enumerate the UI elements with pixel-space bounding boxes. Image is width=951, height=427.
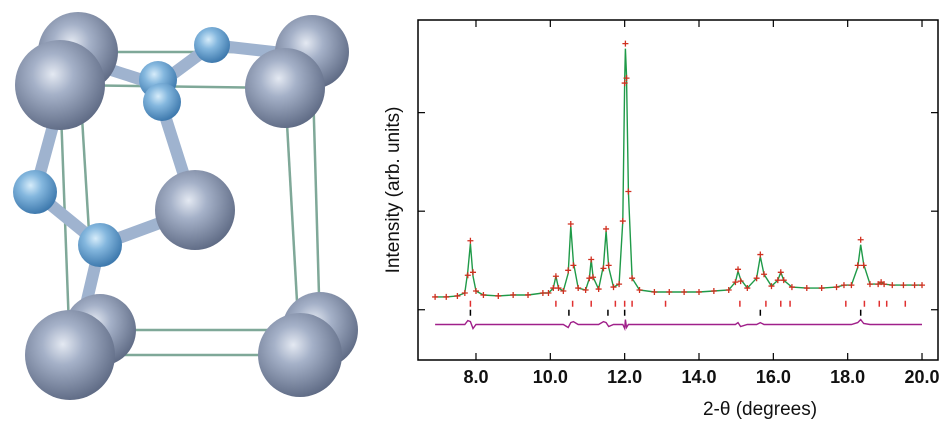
- x-tick-label: 14.0: [681, 367, 716, 387]
- observed-point: [623, 75, 630, 82]
- x-tick-label: 20.0: [904, 367, 939, 387]
- plot-frame: [417, 19, 939, 361]
- observed-point: [889, 282, 896, 289]
- observed-point: [900, 282, 907, 289]
- observed-point: [586, 275, 593, 282]
- observed-point: [467, 237, 474, 244]
- observed-point: [866, 281, 873, 288]
- observed-point: [761, 271, 768, 278]
- observed-point: [848, 282, 855, 289]
- y-axis-label: Intensity (arb. units): [383, 107, 404, 274]
- observed-point: [857, 236, 864, 243]
- x-tick-label: 18.0: [830, 367, 865, 387]
- observed-point: [552, 273, 559, 280]
- observed-point: [495, 292, 502, 299]
- observed-point: [575, 285, 582, 292]
- x-tick-label: 12.0: [607, 367, 642, 387]
- observed-point: [777, 269, 784, 276]
- observed-point: [480, 291, 487, 298]
- observed-point: [854, 262, 861, 269]
- observed-point: [616, 281, 623, 288]
- observed-point: [636, 287, 643, 294]
- observed-point: [681, 289, 688, 295]
- observed-point: [788, 284, 795, 291]
- observed-point: [735, 266, 742, 273]
- observed-point: [470, 269, 477, 276]
- observed-point: [432, 293, 439, 300]
- series-line: [435, 48, 922, 298]
- x-tick-label: 8.0: [463, 367, 488, 387]
- observed-point: [881, 281, 888, 288]
- observed-point: [582, 287, 589, 294]
- x-tick-label: 16.0: [756, 367, 791, 387]
- observed-point: [840, 282, 847, 289]
- observed-point: [565, 267, 572, 274]
- observed-point: [621, 80, 628, 87]
- observed-point: [757, 251, 764, 258]
- observed-point: [629, 275, 636, 282]
- observed-point: [454, 292, 461, 299]
- observed-point: [550, 285, 557, 292]
- observed-point: [555, 285, 562, 292]
- observed-point: [622, 40, 629, 47]
- observed-point: [461, 289, 468, 296]
- observed-point: [651, 289, 658, 295]
- observed-point: [833, 284, 840, 291]
- observed-point: [472, 288, 479, 295]
- observed-point: [525, 291, 532, 298]
- observed-point: [510, 291, 517, 298]
- observed-point: [600, 265, 607, 272]
- observed-point: [619, 218, 626, 225]
- observed-point: [768, 283, 775, 290]
- crystal-structure: [13, 12, 358, 400]
- observed-point: [464, 272, 471, 279]
- observed-point: [567, 221, 574, 227]
- observed-point: [443, 293, 450, 300]
- observed-point: [570, 262, 577, 269]
- observed-point: [603, 225, 610, 232]
- observed-point: [605, 262, 612, 269]
- x-axis-label: 2-θ (degrees): [703, 399, 817, 420]
- observed-point: [625, 188, 632, 195]
- observed-point: [539, 289, 546, 296]
- observed-point: [737, 278, 744, 285]
- observed-point: [590, 274, 597, 281]
- observed-point: [732, 279, 739, 286]
- observed-point: [744, 285, 751, 292]
- observed-point: [753, 275, 760, 282]
- observed-point: [610, 284, 617, 291]
- observed-point: [710, 288, 717, 295]
- observed-point: [588, 256, 595, 263]
- observed-point: [818, 285, 825, 292]
- observed-point: [545, 289, 552, 296]
- observed-point: [774, 277, 781, 284]
- observed-point: [860, 262, 867, 269]
- observed-point: [725, 287, 732, 294]
- observed-point: [666, 289, 673, 295]
- observed-point: [560, 288, 567, 295]
- observed-point: [919, 282, 926, 289]
- observed-point: [911, 282, 918, 289]
- observed-point: [595, 286, 602, 293]
- x-tick-label: 10.0: [533, 367, 568, 387]
- observed-point: [780, 277, 787, 284]
- observed-point: [696, 289, 703, 295]
- observed-point: [803, 285, 810, 292]
- series-line: [435, 318, 922, 332]
